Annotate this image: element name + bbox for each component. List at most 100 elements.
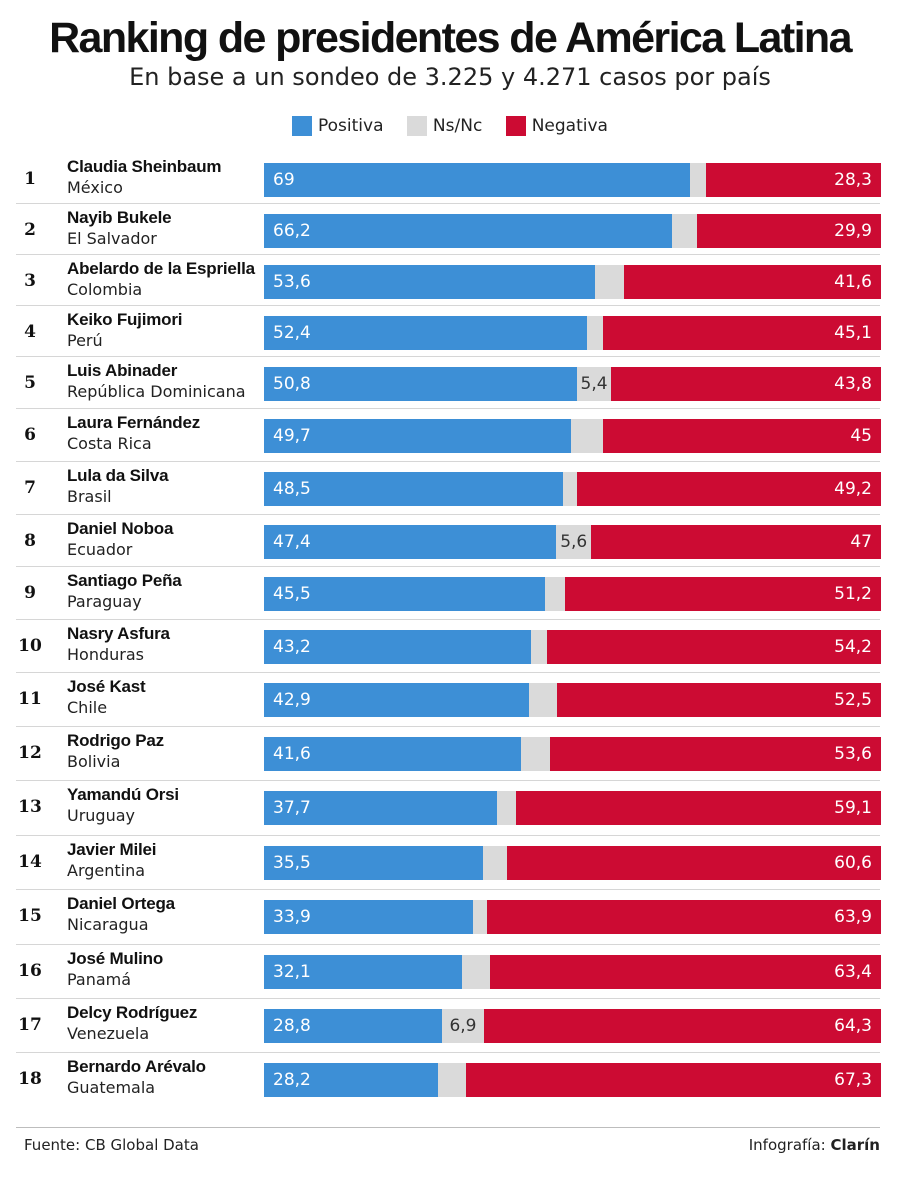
bar-segment-negativa xyxy=(484,1009,881,1043)
row-president-name: Daniel Ortega xyxy=(67,894,175,913)
data-label-positiva: 28,2 xyxy=(273,1070,311,1090)
row-country: Guatemala xyxy=(67,1078,156,1097)
row-president-name: Lula da Silva xyxy=(67,466,169,485)
table-row: 18 Bernardo Arévalo Guatemala 28,2 67,3 xyxy=(0,1053,900,1105)
bar-segment-positiva xyxy=(264,630,531,664)
row-country: Nicaragua xyxy=(67,915,149,934)
table-row: 10 Nasry Asfura Honduras 43,2 54,2 xyxy=(0,620,900,673)
data-label-negativa: 43,8 xyxy=(834,374,872,394)
row-country: Chile xyxy=(67,698,108,717)
bar-segment-positiva xyxy=(264,367,578,401)
row-president-name: Luis Abinader xyxy=(67,361,178,380)
stacked-bar: 28,8 6,9 64,3 xyxy=(264,1009,881,1043)
table-row: 1 Claudia Sheinbaum México 69 28,3 xyxy=(0,153,900,205)
legend-item-negativa: Negativa xyxy=(505,116,608,136)
row-divider xyxy=(16,944,880,945)
row-rank: 4 xyxy=(24,322,36,342)
bar-segment-positiva xyxy=(264,265,595,299)
data-label-positiva: 48,5 xyxy=(273,479,311,499)
data-label-negativa: 47 xyxy=(850,532,872,552)
data-label-negativa: 45,1 xyxy=(834,323,872,343)
row-divider xyxy=(16,203,880,204)
bar-segment-nsnc xyxy=(496,791,517,825)
row-country: México xyxy=(67,178,123,197)
bar-segment-nsnc xyxy=(689,163,707,197)
data-label-nsnc: 5,4 xyxy=(580,374,608,394)
data-label-positiva: 69 xyxy=(273,170,295,190)
row-divider xyxy=(16,305,880,306)
data-label-negativa: 54,2 xyxy=(834,637,872,657)
data-label-positiva: 41,6 xyxy=(273,744,311,764)
bar-segment-positiva xyxy=(264,577,545,611)
legend-swatch-negativa xyxy=(505,116,526,136)
row-country: Brasil xyxy=(67,487,112,506)
bar-segment-nsnc xyxy=(520,737,551,771)
table-row: 6 Laura Fernández Costa Rica 49,7 45 xyxy=(0,409,900,462)
data-label-negativa: 63,4 xyxy=(834,962,872,982)
bar-segment-positiva xyxy=(264,737,521,771)
bar-segment-negativa xyxy=(489,955,881,989)
row-president-name: Yamandú Orsi xyxy=(67,785,179,804)
row-country: Argentina xyxy=(67,861,146,880)
data-label-negativa: 59,1 xyxy=(834,798,872,818)
stacked-bar: 32,1 63,4 xyxy=(264,955,881,989)
row-divider xyxy=(16,889,880,890)
data-label-negativa: 53,6 xyxy=(834,744,872,764)
table-row: 7 Lula da Silva Brasil 48,5 49,2 xyxy=(0,462,900,515)
legend-label-nsnc: Ns/Nc xyxy=(432,116,483,136)
stacked-bar: 35,5 60,6 xyxy=(264,846,881,880)
bar-segment-negativa xyxy=(591,525,881,559)
stacked-bar: 53,6 41,6 xyxy=(264,265,881,299)
row-rank: 12 xyxy=(18,743,42,763)
legend-label-positiva: Positiva xyxy=(318,116,384,136)
bar-segment-nsnc xyxy=(556,525,591,559)
bar-segment-negativa xyxy=(602,316,881,350)
row-country: Costa Rica xyxy=(67,434,152,453)
row-president-name: Bernardo Arévalo xyxy=(67,1057,206,1076)
row-president-name: Nasry Asfura xyxy=(67,624,170,643)
row-rank: 13 xyxy=(18,797,42,817)
row-country: Panamá xyxy=(67,970,132,989)
row-rank: 8 xyxy=(24,531,36,551)
data-label-negativa: 28,3 xyxy=(834,170,872,190)
stacked-bar: 69 28,3 xyxy=(264,163,881,197)
row-divider xyxy=(16,998,880,999)
bar-segment-positiva xyxy=(264,1063,438,1097)
chart-title: Ranking de presidentes de América Latina xyxy=(49,14,852,62)
data-label-positiva: 47,4 xyxy=(273,532,311,552)
row-rank: 11 xyxy=(18,689,42,709)
bar-segment-positiva xyxy=(264,683,529,717)
credit-prefix: Infografía: xyxy=(748,1136,826,1154)
row-divider xyxy=(16,672,880,673)
bar-segment-negativa xyxy=(565,577,881,611)
legend: Positiva Ns/Nc Negativa xyxy=(0,116,900,140)
bar-segment-positiva xyxy=(264,846,484,880)
data-label-negativa: 49,2 xyxy=(834,479,872,499)
stacked-bar: 48,5 49,2 xyxy=(264,472,881,506)
row-president-name: Abelardo de la Espriella xyxy=(67,259,255,278)
bar-segment-nsnc xyxy=(462,955,490,989)
row-president-name: Santiago Peña xyxy=(67,571,182,590)
data-label-positiva: 52,4 xyxy=(273,323,311,343)
bar-segment-nsnc xyxy=(530,630,547,664)
bar-segment-negativa xyxy=(557,683,881,717)
row-country: El Salvador xyxy=(67,229,157,248)
data-label-negativa: 67,3 xyxy=(834,1070,872,1090)
row-president-name: Nayib Bukele xyxy=(67,208,172,227)
row-president-name: Delcy Rodríguez xyxy=(67,1003,198,1022)
table-row: 4 Keiko Fujimori Perú 52,4 45,1 xyxy=(0,306,900,358)
row-president-name: Keiko Fujimori xyxy=(67,310,183,329)
bar-segment-nsnc xyxy=(483,846,508,880)
data-label-positiva: 43,2 xyxy=(273,637,311,657)
row-president-name: Javier Milei xyxy=(67,840,157,859)
data-label-positiva: 28,8 xyxy=(273,1016,311,1036)
row-rank: 9 xyxy=(24,583,36,603)
row-divider xyxy=(16,726,880,727)
data-label-positiva: 45,5 xyxy=(273,584,311,604)
stacked-bar: 49,7 45 xyxy=(264,419,881,453)
row-president-name: José Kast xyxy=(67,677,146,696)
table-row: 2 Nayib Bukele El Salvador 66,2 29,9 xyxy=(0,204,900,256)
row-divider xyxy=(16,619,880,620)
bar-segment-nsnc xyxy=(570,419,604,453)
row-divider xyxy=(16,514,880,515)
